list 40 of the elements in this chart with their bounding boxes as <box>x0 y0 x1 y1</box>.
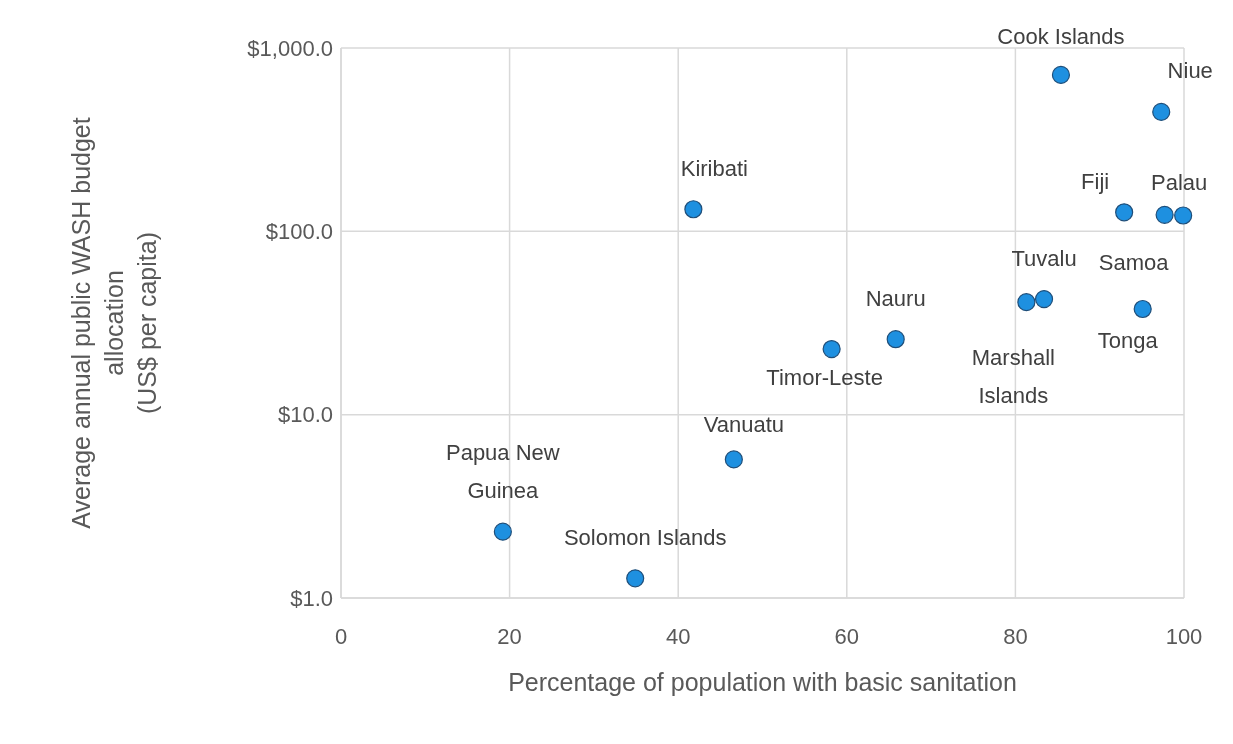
x-tick-label: 0 <box>334 624 348 649</box>
annotation: Kiribati <box>680 155 748 181</box>
point <box>886 330 905 349</box>
annotation: Samoa <box>1098 249 1170 275</box>
y-tick-label: $1,000.0 <box>247 35 333 61</box>
point <box>1115 203 1134 222</box>
annotation: Papua New Guinea <box>445 440 560 504</box>
point <box>1017 293 1036 312</box>
point <box>1155 205 1174 224</box>
point <box>626 569 645 588</box>
annotation: Timor-Leste <box>766 364 883 390</box>
annotation: Nauru <box>865 285 926 311</box>
annotation: Palau <box>1151 170 1208 196</box>
annotation: Niue <box>1167 57 1213 83</box>
annotation: Tonga <box>1097 327 1159 353</box>
annotation: Marshall Islands <box>971 344 1055 408</box>
x-tick-label: 60 <box>834 624 860 649</box>
point <box>1174 206 1193 225</box>
x-axis-title: Percentage of population with basic sanitation <box>508 668 1017 696</box>
y-tick-label: $100.0 <box>265 219 333 245</box>
annotation: Tuvalu <box>1011 245 1077 271</box>
y-axis-title: Average annual public WASH budget allocation (US$ per capita) <box>67 117 161 529</box>
annotation: Cook Islands <box>997 23 1125 49</box>
point <box>1133 299 1152 319</box>
point <box>1051 65 1071 85</box>
point <box>493 522 512 541</box>
x-tick-label: 20 <box>497 624 522 649</box>
y-tick-label: $1.0 <box>290 585 333 611</box>
point <box>1034 289 1054 309</box>
x-tick-label: 40 <box>665 624 691 649</box>
x-tick-label: 80 <box>1003 624 1028 649</box>
point <box>822 339 841 359</box>
y-tick-label: $10.0 <box>277 402 333 428</box>
point <box>1152 102 1171 122</box>
point <box>724 450 743 469</box>
x-tick-label: 100 <box>1165 624 1203 649</box>
annotation: Vanuatu <box>703 412 785 438</box>
annotation: Fiji <box>1081 169 1110 194</box>
point <box>684 200 703 219</box>
annotation: Solomon Islands <box>563 525 727 551</box>
